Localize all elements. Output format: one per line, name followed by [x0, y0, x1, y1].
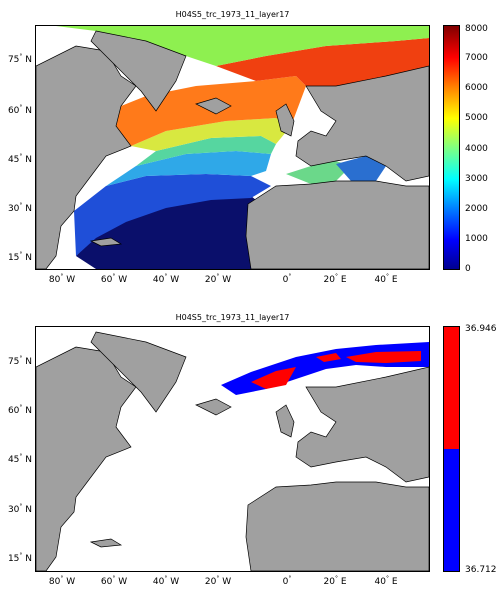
africa [245, 481, 429, 571]
lat-45-label: 45 [7, 455, 20, 465]
africa [245, 180, 429, 269]
europe [295, 366, 429, 483]
lat-45-label: 45 [7, 155, 20, 165]
lat-suffix: N [25, 204, 32, 214]
lon-20w-label: 20 [204, 275, 217, 285]
lon-20e-label: 20 [323, 275, 335, 285]
panel2-colorbar [443, 326, 460, 572]
field-red-patch-2 [346, 351, 421, 363]
lat-suffix: N [25, 455, 32, 465]
land [36, 331, 429, 571]
british-isles [275, 404, 295, 438]
cbar1-tick-3000: 3000 [465, 174, 488, 184]
lon-suffix: W [118, 275, 128, 285]
cbar1-tick-5000: 5000 [465, 113, 488, 123]
cbar2-top-segment [444, 327, 459, 449]
lat-suffix: N [25, 55, 32, 65]
cbar1-tick-2000: 2000 [465, 204, 488, 214]
lat-30-label: 30 [7, 505, 20, 515]
lon-40w-label: 40 [152, 577, 165, 587]
panel2-map [35, 326, 430, 572]
cbar1-tick-4000: 4000 [465, 144, 488, 154]
field-cyan-green [136, 136, 276, 166]
iceland [195, 398, 232, 416]
lat-suffix: N [25, 253, 32, 263]
lon-suffix: E [340, 577, 347, 587]
greenland [90, 331, 187, 413]
british-isles [275, 103, 295, 137]
lon-40e-label: 40 [374, 275, 386, 285]
field-med-green [286, 161, 351, 184]
lon-suffix: W [118, 577, 128, 587]
caribbean [89, 538, 123, 548]
field-med-blue [336, 156, 386, 181]
lat-suffix: N [25, 406, 32, 416]
lon-0-label: 0 [282, 275, 289, 285]
lat-75-label: 75 [7, 55, 20, 65]
lon-40w-label: 40 [152, 275, 165, 285]
north-america [36, 45, 137, 269]
lon-80w-label: 80 [48, 275, 61, 285]
field-arctic-green [56, 26, 429, 66]
lat-75-label: 75 [7, 357, 20, 367]
lon-suffix: W [222, 577, 232, 587]
lon-20w-label: 20 [204, 577, 217, 587]
lat-60-label: 60 [7, 106, 20, 116]
tracer-field-binary [221, 342, 429, 395]
lat-15-label: 15 [7, 253, 20, 263]
lat-15-label: 15 [7, 554, 20, 564]
lon-suffix: W [66, 275, 76, 285]
cbar1-tick-7000: 7000 [465, 53, 488, 63]
panel2-title: H04S5_trc_1973_11_layer17 [175, 313, 290, 322]
iceland [195, 97, 232, 115]
field-red-patch-1 [251, 367, 296, 389]
lon-suffix: W [170, 275, 180, 285]
cbar1-tick-0: 0 [465, 264, 471, 274]
north-america [36, 346, 137, 571]
caribbean [89, 237, 123, 247]
europe [295, 65, 429, 182]
lat-suffix: N [25, 357, 32, 367]
field-dark-blue [76, 196, 276, 269]
panel1-map [35, 25, 430, 270]
cbar2-top-label: 36.946 [465, 324, 497, 334]
lat-suffix: N [25, 554, 32, 564]
field-red-orange [216, 38, 429, 86]
panel1-colorbar [443, 25, 460, 270]
panel1-title: H04S5_trc_1973_11_layer17 [175, 10, 290, 19]
cbar1-tick-6000: 6000 [465, 83, 488, 93]
lon-80w-label: 80 [48, 577, 61, 587]
lon-suffix: W [222, 275, 232, 285]
lon-0-label: 0 [282, 577, 289, 587]
lon-suffix: E [340, 275, 347, 285]
lon-suffix: E [391, 577, 398, 587]
lat-suffix: N [25, 505, 32, 515]
lon-60w-label: 60 [100, 577, 113, 587]
lat-30-label: 30 [7, 204, 20, 214]
field-blue [74, 174, 271, 256]
lat-suffix: N [25, 106, 32, 116]
cbar2-bottom-segment [444, 449, 459, 571]
lon-suffix: E [391, 275, 398, 285]
lon-suffix: W [170, 577, 180, 587]
lon-suffix: W [66, 577, 76, 587]
lat-60-label: 60 [7, 406, 20, 416]
greenland [90, 30, 187, 112]
lon-20e-label: 20 [323, 577, 335, 587]
cbar2-bottom-label: 36.712 [465, 565, 497, 575]
field-red-patch-3 [316, 353, 341, 362]
lon-60w-label: 60 [100, 275, 113, 285]
land [36, 30, 429, 269]
field-light-blue [106, 151, 271, 186]
lon-40e-label: 40 [374, 577, 386, 587]
lat-suffix: N [25, 155, 32, 165]
cbar1-tick-8000: 8000 [465, 24, 488, 34]
cbar1-tick-1000: 1000 [465, 234, 488, 244]
field-yellow [131, 118, 291, 151]
